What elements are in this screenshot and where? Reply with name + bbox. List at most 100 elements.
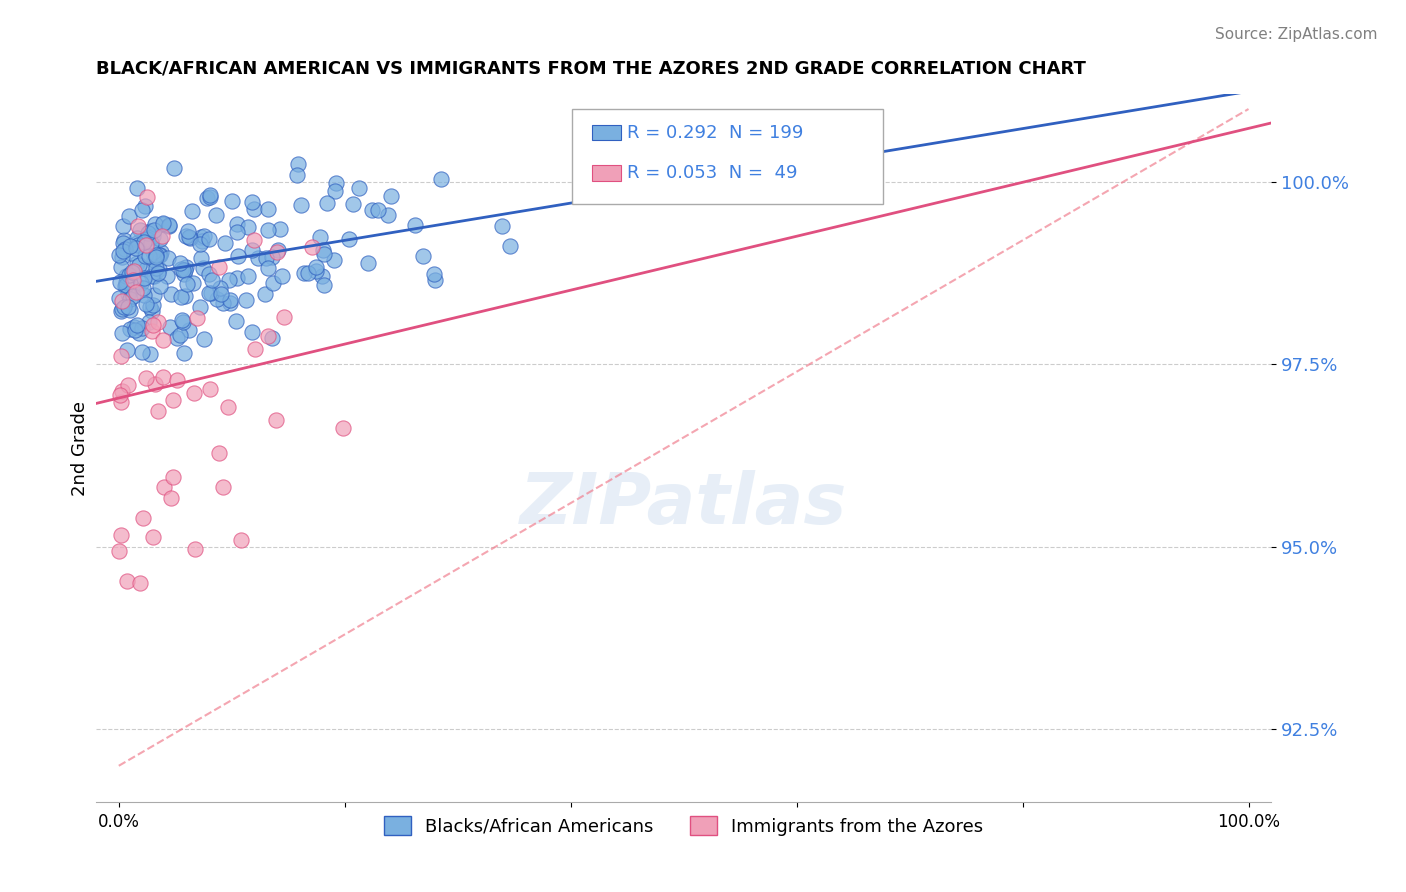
Point — [208, 260, 231, 275]
Point — [262, 277, 284, 291]
Point — [128, 326, 150, 341]
Point — [193, 332, 215, 346]
Point — [172, 262, 194, 277]
Point — [120, 302, 142, 317]
Point — [118, 322, 141, 336]
Point — [188, 301, 211, 315]
Point — [127, 235, 149, 250]
Point — [170, 290, 193, 304]
Point — [173, 289, 195, 303]
Point — [115, 277, 138, 292]
Point — [124, 277, 146, 292]
Point — [177, 224, 200, 238]
Text: R = 0.053  N =  49: R = 0.053 N = 49 — [627, 164, 797, 182]
Point — [254, 286, 277, 301]
Point — [128, 238, 150, 252]
Point — [198, 232, 221, 246]
Point — [166, 373, 188, 387]
Point — [173, 267, 195, 281]
Point — [260, 250, 283, 264]
Point — [120, 292, 142, 306]
Y-axis label: 2nd Grade: 2nd Grade — [72, 401, 89, 496]
Point — [152, 480, 174, 494]
Point — [257, 329, 280, 343]
Point — [143, 287, 166, 301]
Point — [117, 286, 139, 301]
Point — [323, 184, 346, 198]
Point — [131, 344, 153, 359]
Point — [111, 244, 134, 259]
Point — [312, 243, 335, 257]
Point — [305, 263, 328, 277]
Point — [311, 268, 333, 283]
Point — [201, 273, 224, 287]
Point — [425, 273, 447, 287]
Point — [111, 326, 134, 340]
Point — [114, 268, 136, 283]
Point — [114, 242, 136, 256]
Point — [131, 202, 153, 217]
Point — [162, 393, 184, 408]
Point — [163, 161, 186, 176]
Point — [188, 237, 211, 252]
Point — [181, 203, 204, 218]
Point — [212, 480, 235, 494]
Point — [122, 266, 145, 280]
Point — [148, 262, 170, 277]
Point — [309, 230, 332, 244]
Text: BLACK/AFRICAN AMERICAN VS IMMIGRANTS FROM THE AZORES 2ND GRADE CORRELATION CHART: BLACK/AFRICAN AMERICAN VS IMMIGRANTS FRO… — [96, 60, 1085, 78]
Point — [143, 252, 166, 267]
Point — [342, 196, 364, 211]
Point — [160, 491, 183, 505]
Point — [114, 275, 136, 289]
Point — [150, 244, 173, 259]
Point — [145, 251, 167, 265]
Point — [110, 260, 132, 274]
Point — [200, 190, 222, 204]
Point — [110, 303, 132, 318]
Point — [169, 262, 191, 277]
Point — [136, 226, 159, 240]
Point — [347, 180, 370, 194]
Point — [127, 318, 149, 333]
Point — [145, 261, 167, 276]
Point — [200, 285, 222, 300]
Point — [332, 421, 354, 435]
Point — [134, 199, 156, 213]
Point — [325, 176, 347, 190]
Point — [124, 323, 146, 337]
Point — [257, 223, 280, 237]
Point — [254, 252, 277, 266]
Point — [242, 202, 264, 216]
Point — [170, 313, 193, 327]
Point — [361, 203, 384, 218]
Point — [235, 293, 257, 307]
Point — [226, 249, 249, 263]
Point — [198, 285, 221, 300]
Point — [111, 301, 134, 316]
Point — [121, 267, 143, 281]
Point — [218, 293, 240, 308]
Point — [240, 244, 263, 258]
Point — [148, 404, 170, 418]
Point — [118, 239, 141, 253]
Point — [129, 575, 152, 590]
Point — [221, 194, 243, 209]
Point — [149, 232, 172, 246]
Point — [217, 401, 239, 415]
Point — [190, 230, 212, 244]
Point — [135, 371, 157, 385]
Point — [305, 260, 328, 274]
Point — [174, 228, 197, 243]
Point — [198, 382, 221, 396]
Point — [152, 216, 174, 230]
Point — [412, 249, 434, 263]
Point — [135, 296, 157, 310]
Point — [132, 511, 155, 525]
Point — [179, 231, 201, 245]
Point — [131, 276, 153, 290]
Point — [499, 239, 522, 253]
Point — [110, 349, 132, 363]
Point — [112, 234, 135, 248]
Point — [115, 273, 138, 287]
